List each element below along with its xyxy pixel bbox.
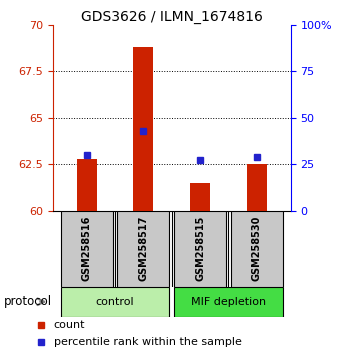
Text: GSM258530: GSM258530: [252, 216, 262, 281]
Bar: [247, 164, 267, 211]
Bar: [61, 287, 169, 317]
Bar: [117, 211, 169, 287]
Text: GSM258516: GSM258516: [82, 216, 92, 281]
Bar: [174, 287, 283, 317]
Bar: [190, 183, 210, 211]
Text: percentile rank within the sample: percentile rank within the sample: [54, 337, 241, 347]
Text: control: control: [96, 297, 134, 307]
Bar: [77, 159, 97, 211]
Text: protocol: protocol: [3, 295, 52, 308]
Text: count: count: [54, 320, 85, 330]
Text: GSM258515: GSM258515: [195, 216, 205, 281]
Title: GDS3626 / ILMN_1674816: GDS3626 / ILMN_1674816: [81, 10, 262, 24]
Bar: [133, 47, 153, 211]
Bar: [231, 211, 283, 287]
Bar: [174, 211, 226, 287]
Text: MIF depletion: MIF depletion: [191, 297, 266, 307]
Bar: [61, 211, 113, 287]
Text: GSM258517: GSM258517: [138, 216, 148, 281]
